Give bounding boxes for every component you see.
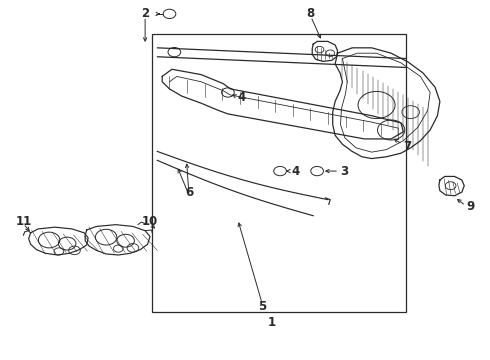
Text: 10: 10 xyxy=(142,215,158,228)
Text: 5: 5 xyxy=(258,300,266,313)
Text: 8: 8 xyxy=(307,8,315,21)
Text: 3: 3 xyxy=(340,165,348,177)
Text: 4: 4 xyxy=(291,165,299,177)
Text: 7: 7 xyxy=(403,140,412,153)
Text: 9: 9 xyxy=(466,200,475,213)
Text: 11: 11 xyxy=(15,215,31,228)
Bar xyxy=(152,33,406,312)
Text: 4: 4 xyxy=(238,91,246,104)
Text: 1: 1 xyxy=(268,316,276,329)
Text: 2: 2 xyxy=(141,8,149,21)
Text: 6: 6 xyxy=(185,186,193,199)
